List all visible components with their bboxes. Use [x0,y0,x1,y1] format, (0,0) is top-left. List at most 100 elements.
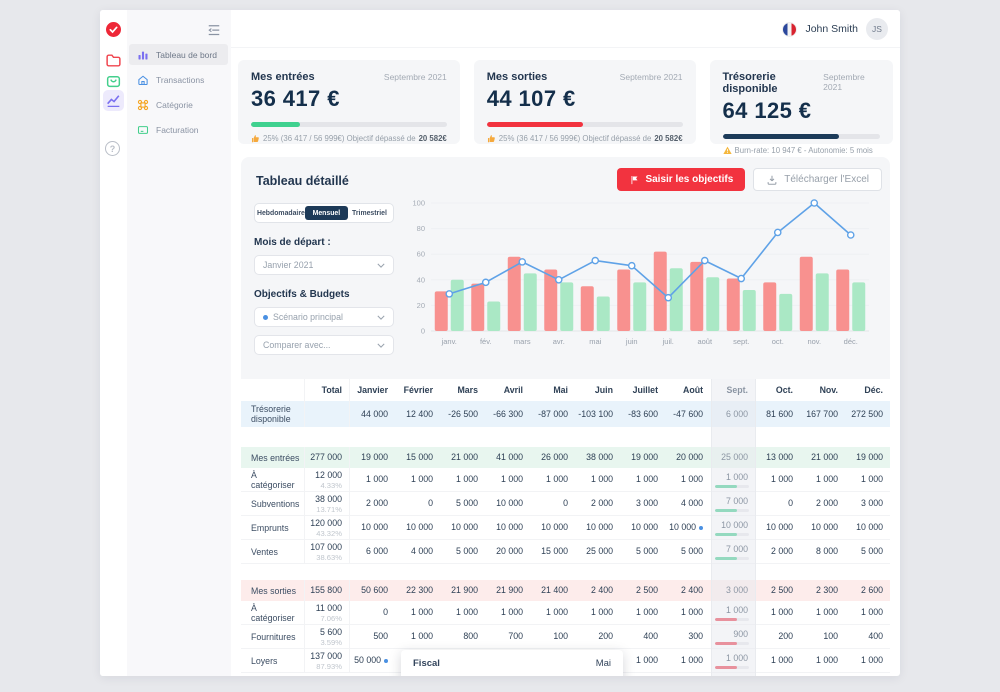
data-cell[interactable]: 1 000 [500,474,523,484]
data-cell[interactable]: 10 000 [406,522,433,532]
data-cell[interactable]: 5 000 [455,498,478,508]
data-cell[interactable]: 10 000 [496,498,523,508]
data-cell[interactable]: 15 000 [406,452,433,462]
data-cell[interactable]: 4 000 [680,498,703,508]
data-cell[interactable]: 1 000 [860,607,883,617]
data-cell[interactable]: 8 000 [815,546,838,556]
data-cell[interactable]: -26 500 [448,408,478,419]
data-cell[interactable]: 200 [598,631,613,641]
data-cell[interactable]: 1 000 [710,601,755,624]
data-cell[interactable]: 3 000 [635,498,658,508]
data-cell[interactable]: 3 000 [860,498,883,508]
language-flag-icon[interactable] [782,21,798,37]
data-cell[interactable]: 10 000 [361,522,388,532]
data-cell[interactable]: 1 000 [365,474,388,484]
data-cell[interactable]: 7 000 [710,492,755,515]
cashflow-chart[interactable]: 0 20 40 60 80 100 janv. fév. mars avr. mai juin juil… [401,195,885,365]
data-cell[interactable]: 10 000 [766,522,793,532]
data-cell[interactable]: 1 000 [770,474,793,484]
data-cell[interactable]: 6 000 [365,546,388,556]
data-cell[interactable]: 1 000 [710,649,755,672]
data-cell[interactable]: 200 [778,631,793,641]
data-cell[interactable]: 5 000 [455,546,478,556]
data-cell[interactable]: 400 [868,631,883,641]
data-cell[interactable]: 2 400 [680,585,703,595]
data-cell[interactable]: 0 [788,498,793,508]
data-cell[interactable]: 41 000 [496,452,523,462]
data-cell[interactable]: 1 000 [770,655,793,665]
data-cell[interactable]: 1 000 [680,474,703,484]
data-cell[interactable]: 44 000 [361,408,388,419]
folder-icon[interactable] [105,52,122,69]
data-cell[interactable]: 7 000 [710,540,755,563]
compare-select[interactable]: Comparer avec... [254,335,394,355]
data-cell[interactable]: 38 000 [586,452,613,462]
data-cell[interactable]: 167 700 [806,408,838,419]
data-cell[interactable]: 10 000 [451,522,478,532]
data-cell[interactable]: 12 400 [406,408,433,419]
data-cell[interactable]: 19 000 [361,452,388,462]
data-cell[interactable]: 2 500 [635,585,658,595]
data-cell[interactable]: 100 [553,631,568,641]
data-cell[interactable]: 1 000 [680,607,703,617]
data-cell[interactable]: 50 000 [350,649,395,672]
set-objectives-button[interactable]: Saisir les objectifs [617,168,746,191]
data-cell[interactable]: 25 000 [721,452,748,462]
data-cell[interactable]: 1 000 [635,607,658,617]
data-cell[interactable]: 1 000 [410,607,433,617]
collapse-sidebar-icon[interactable] [207,23,221,35]
data-cell[interactable]: 1 000 [455,474,478,484]
line-chart-icon[interactable] [105,92,122,109]
data-cell[interactable]: 1 000 [590,474,613,484]
start-month-select[interactable]: Janvier 2021 [254,255,394,275]
data-cell[interactable]: 1 000 [545,474,568,484]
user-menu[interactable]: John Smith JS [782,18,888,40]
data-cell[interactable]: 0 [563,498,568,508]
data-cell[interactable]: 13 000 [766,452,793,462]
data-cell[interactable]: 300 [688,631,703,641]
help-icon[interactable]: ? [105,141,120,156]
data-cell[interactable]: 400 [643,631,658,641]
sidebar-item-categorie[interactable]: Catégorie [129,94,228,115]
data-cell[interactable]: 800 [463,631,478,641]
tab-hebdomadaire[interactable]: Hebdomadaire [257,209,305,217]
data-cell[interactable]: 1 000 [710,468,755,491]
data-cell[interactable]: 21 900 [451,585,478,595]
data-cell[interactable]: 2 600 [860,585,883,595]
data-cell[interactable]: 20 000 [676,452,703,462]
data-cell[interactable]: 25 000 [586,546,613,556]
data-cell[interactable]: 10 000 [541,522,568,532]
data-cell[interactable]: 1 000 [455,607,478,617]
sidebar-item-facturation[interactable]: Facturation [129,119,228,140]
data-cell[interactable]: -87 000 [538,408,568,419]
data-cell[interactable]: 10 000 [586,522,613,532]
sidebar-item-transactions[interactable]: Transactions [129,69,228,90]
data-cell[interactable]: 2 000 [590,498,613,508]
data-cell[interactable]: -47 600 [673,408,703,419]
data-cell[interactable]: 10 000 [811,522,838,532]
data-cell[interactable]: 19 000 [631,452,658,462]
data-cell[interactable]: 6 000 [725,408,748,419]
data-cell[interactable]: 2 000 [770,546,793,556]
data-cell[interactable]: 15 000 [541,546,568,556]
data-cell[interactable]: -83 600 [628,408,658,419]
data-cell[interactable]: 10 000 [665,516,710,539]
data-cell[interactable]: 2 000 [365,498,388,508]
data-cell[interactable]: 1 000 [410,474,433,484]
data-cell[interactable]: 1 000 [815,607,838,617]
data-cell[interactable]: 21 000 [451,452,478,462]
data-cell[interactable]: 21 900 [496,585,523,595]
data-cell[interactable]: 1 000 [635,474,658,484]
data-cell[interactable]: 3 000 [725,585,748,595]
data-cell[interactable]: 5 000 [680,546,703,556]
data-cell[interactable]: 2 400 [590,585,613,595]
data-cell[interactable]: 2 000 [815,498,838,508]
tab-mensuel[interactable]: Mensuel [304,206,348,220]
download-excel-button[interactable]: Télécharger l'Excel [753,168,882,191]
data-cell[interactable]: 10 000 [710,516,755,539]
scenario-select[interactable]: Scénario principal [254,307,394,327]
shopping-bag-icon[interactable] [105,72,122,89]
data-cell[interactable]: 0 [428,498,433,508]
data-cell[interactable]: 900 [710,625,755,648]
data-cell[interactable]: 1 000 [545,607,568,617]
